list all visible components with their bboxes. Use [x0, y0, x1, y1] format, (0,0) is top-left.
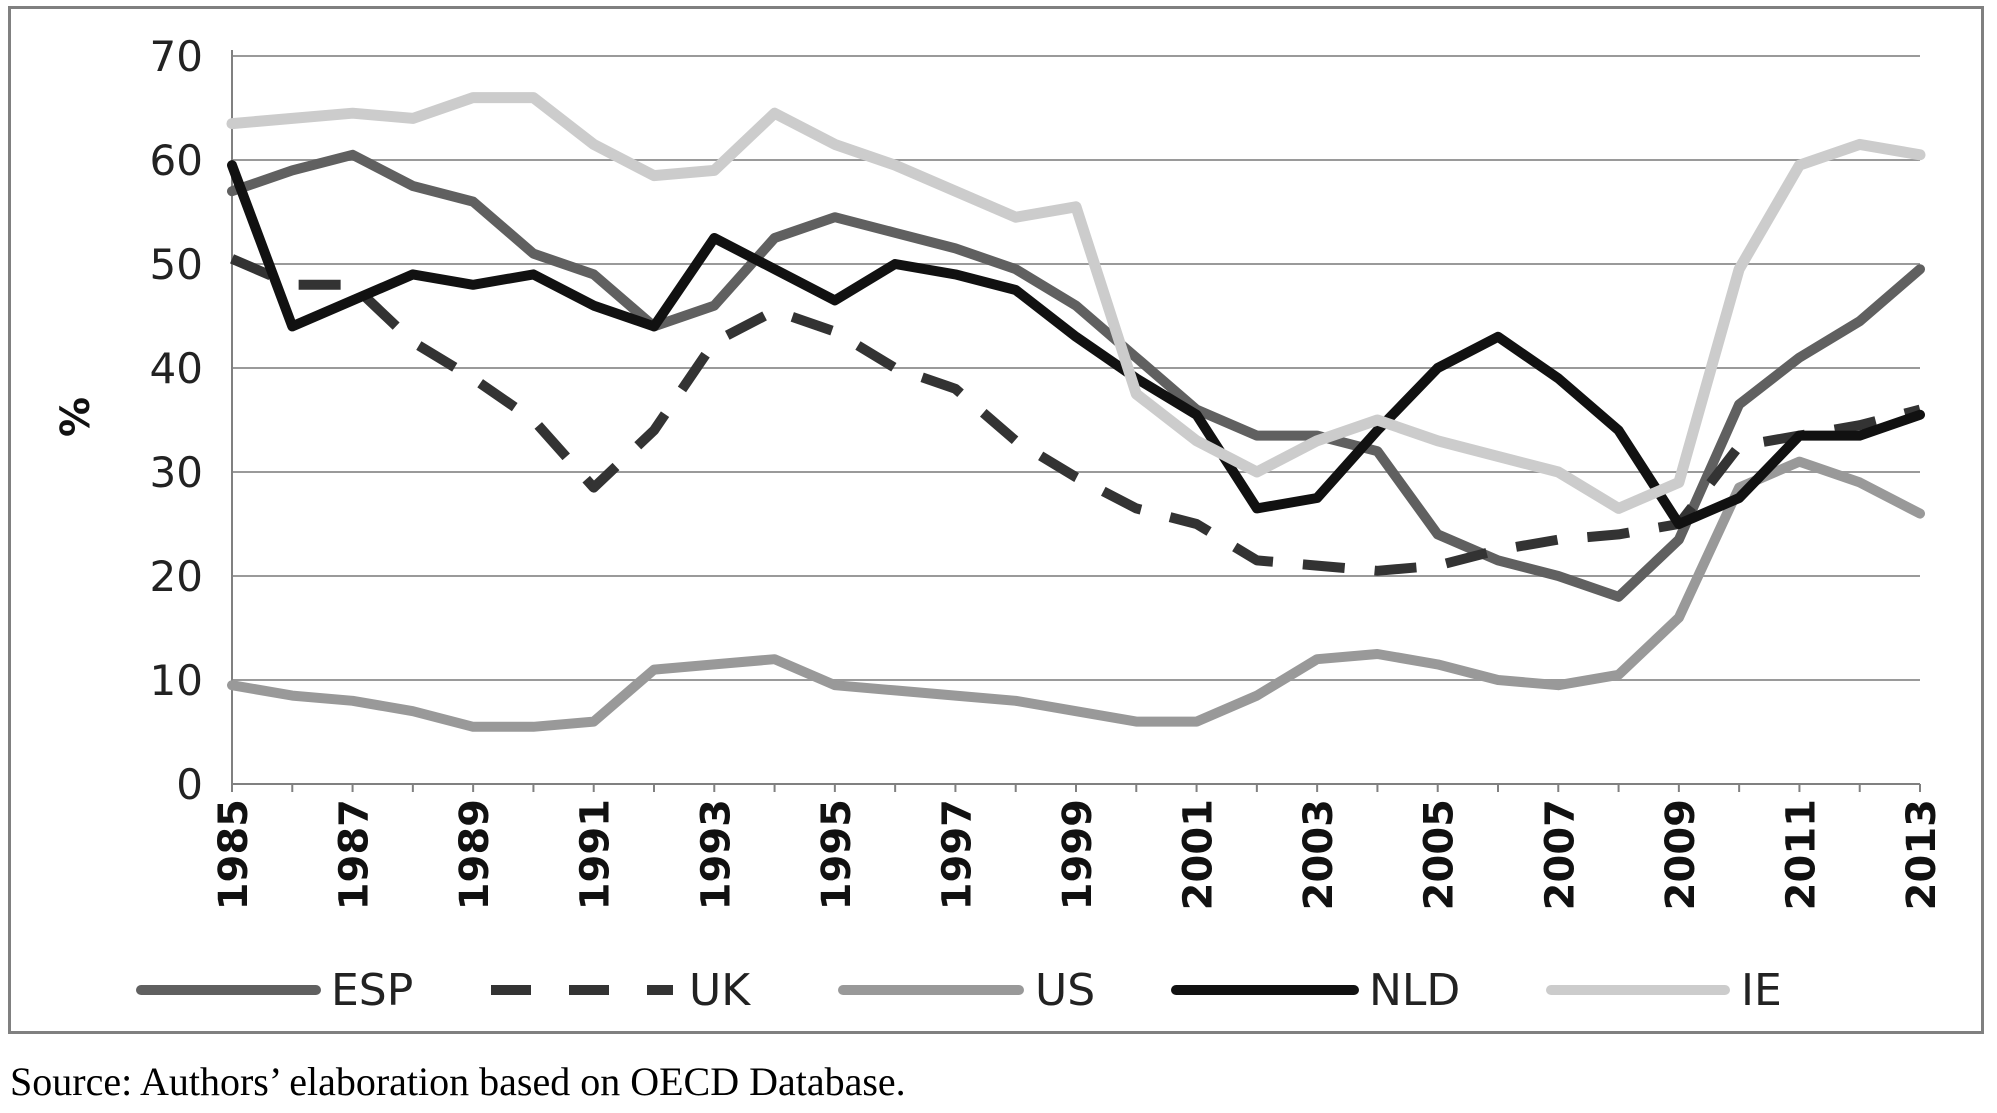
line-chart: 0 10 20 30 40 50 60 70 1985 1987 1989 1991 1993 1995… — [53, 32, 1945, 1016]
legend-label-uk: UK — [689, 965, 751, 1016]
x-tick-label: 1989 — [452, 799, 498, 910]
x-tick-label: 1985 — [211, 799, 257, 910]
x-tick-label: 1995 — [814, 799, 860, 910]
legend-label-esp: ESP — [331, 965, 413, 1016]
legend-label-nld: NLD — [1369, 965, 1460, 1016]
x-tick-label: 1999 — [1055, 799, 1101, 910]
x-tick-label: 2005 — [1417, 799, 1463, 910]
y-tick-label: 0 — [176, 760, 203, 809]
x-tick-label: 2013 — [1899, 799, 1945, 910]
y-tick-label: 10 — [150, 656, 203, 705]
y-tick-label: 30 — [150, 448, 203, 497]
y-tick-label: 60 — [150, 136, 203, 185]
y-tick-label: 70 — [150, 32, 203, 81]
axes — [231, 50, 1921, 792]
x-tick-label: 1991 — [573, 799, 619, 910]
y-tick-label: 20 — [150, 552, 203, 601]
series-line-ie — [226, 92, 1926, 514]
gridlines — [232, 55, 1920, 681]
y-axis-label: % — [53, 397, 99, 437]
x-tick-label: 1987 — [332, 799, 378, 910]
y-tick-labels: 0 10 20 30 40 50 60 70 — [150, 32, 203, 809]
y-tick-label: 40 — [150, 344, 203, 393]
legend-label-ie: IE — [1741, 965, 1782, 1016]
series-line-esp — [227, 149, 1925, 602]
legend-label-us: US — [1035, 965, 1095, 1016]
x-tick-label: 2001 — [1176, 799, 1222, 910]
x-tick-label: 2007 — [1537, 799, 1583, 910]
series-line-us — [227, 456, 1925, 732]
chart-frame: 0 10 20 30 40 50 60 70 1985 1987 1989 1991 1993 1995… — [8, 6, 1984, 1034]
legend: ESP UK US NLD IE — [136, 965, 1782, 1016]
series-line-nld — [227, 160, 1925, 529]
x-tick-labels: 1985 1987 1989 1991 1993 1995 1997 1999 2001 2003… — [211, 799, 1945, 910]
x-tick-label: 1997 — [934, 799, 980, 910]
y-tick-label: 50 — [150, 240, 203, 289]
x-tick-label: 2009 — [1658, 799, 1704, 910]
x-tick-label: 2011 — [1778, 799, 1824, 910]
x-tick-label: 1993 — [693, 799, 739, 910]
x-tick-label: 2003 — [1296, 799, 1342, 910]
source-note: Source: Authors’ elaboration based on OE… — [10, 1059, 906, 1104]
series-line-uk — [230, 254, 1922, 576]
series-lines — [226, 92, 1926, 732]
